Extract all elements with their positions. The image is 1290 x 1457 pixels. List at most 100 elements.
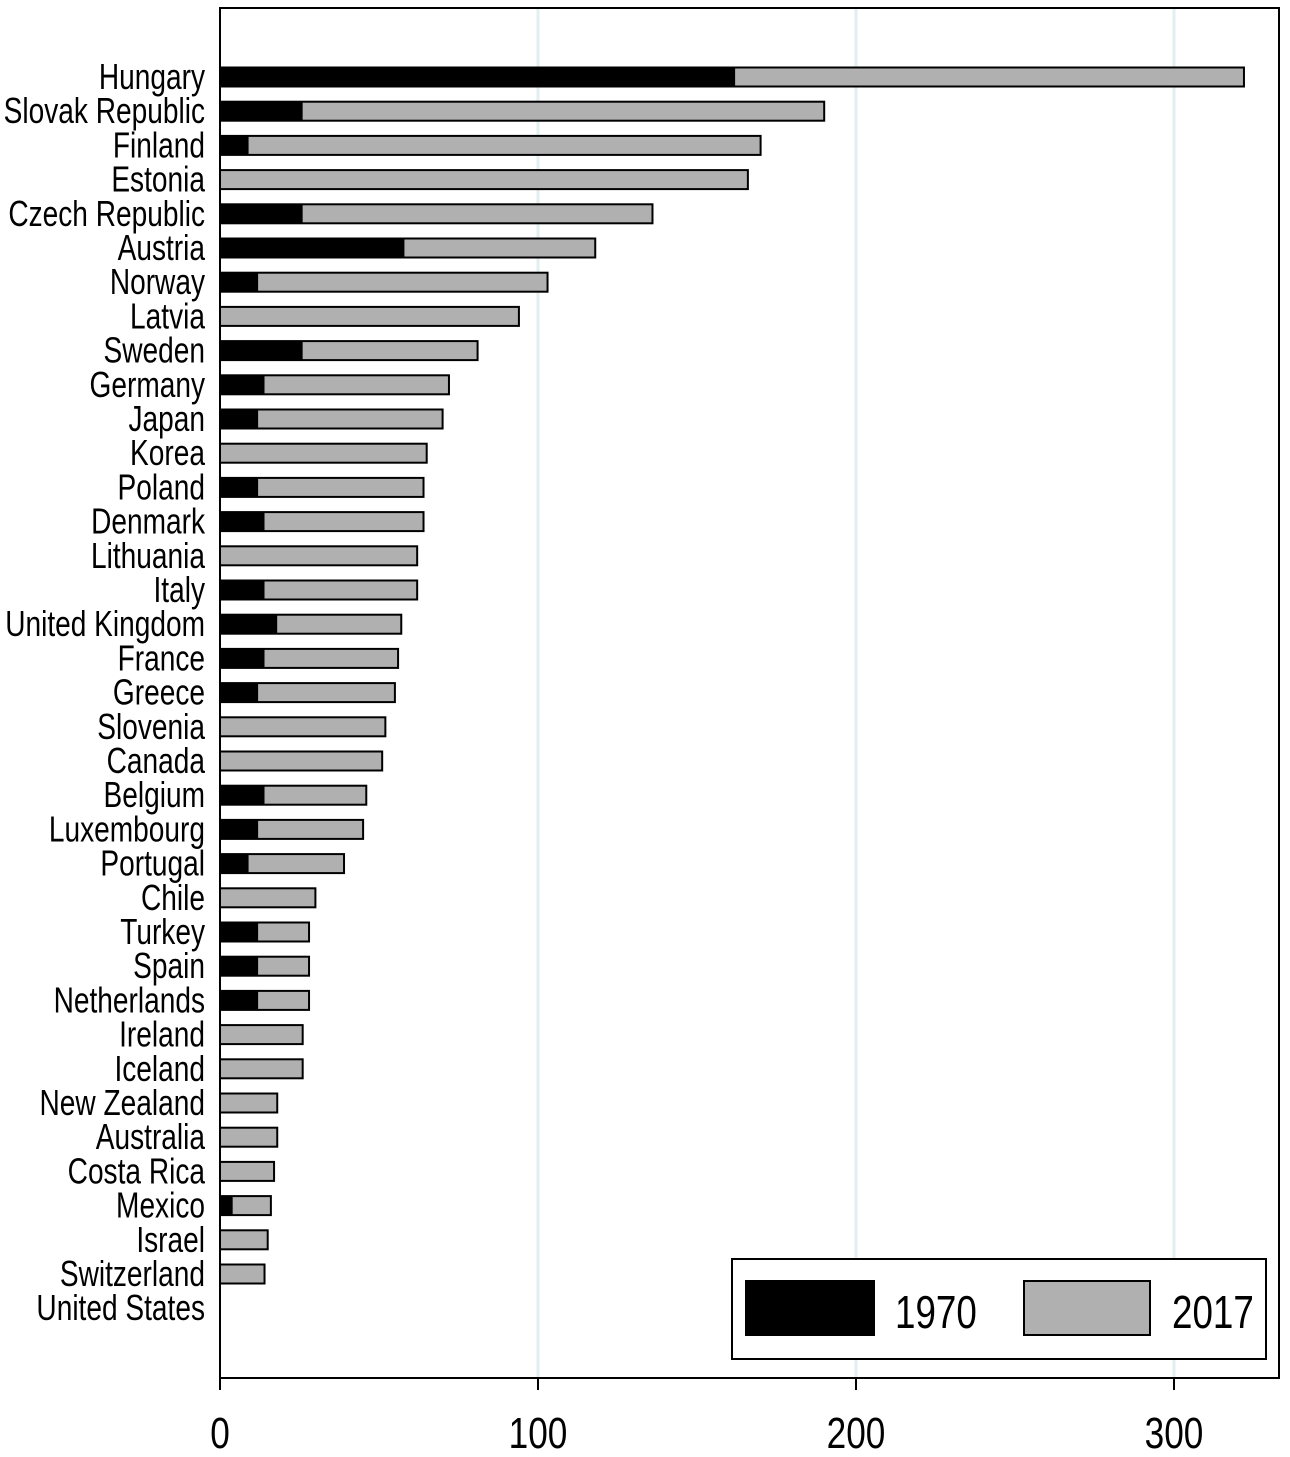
bar-2017-germany	[264, 375, 449, 395]
bar-outline-portugal	[219, 853, 346, 875]
category-label-belgium: Belgium	[104, 774, 205, 815]
bar-2017-iceland	[220, 1059, 303, 1079]
bar-outline-lithuania	[219, 545, 419, 567]
bar-outline-australia	[219, 1126, 279, 1148]
bar-2017-czech-republic	[302, 204, 653, 224]
bar-1970-italy	[220, 580, 265, 600]
bar-1970-austria	[220, 238, 405, 258]
bar-outline-united-kingdom	[219, 613, 403, 635]
bar-2017-sweden	[302, 341, 478, 361]
bar-outline-turkey	[219, 921, 311, 943]
category-label-israel: Israel	[136, 1219, 205, 1260]
bar-2017-chile	[220, 888, 316, 908]
category-label-slovenia: Slovenia	[97, 706, 205, 747]
bar-1970-finland	[220, 135, 249, 155]
category-label-switzerland: Switzerland	[60, 1253, 205, 1294]
bar-2017-united-kingdom	[277, 614, 402, 634]
bar-2017-spain	[258, 956, 310, 976]
bar-outline-slovak-republic	[219, 100, 826, 122]
bar-2017-canada	[220, 751, 383, 771]
bar-1970-portugal	[220, 854, 249, 874]
x-tick-label: 200	[827, 1409, 886, 1457]
category-label-denmark: Denmark	[91, 501, 206, 542]
bar-1970-united-kingdom	[220, 614, 278, 634]
x-tick-label: 100	[509, 1409, 568, 1457]
bar-2017-luxembourg	[258, 819, 364, 839]
bar-2017-france	[264, 648, 399, 668]
bar-outline-costa-rica	[219, 1160, 276, 1182]
category-label-finland: Finland	[113, 124, 205, 165]
bar-1970-belgium	[220, 785, 265, 805]
bar-outline-netherlands	[219, 989, 311, 1011]
bar-outline-greece	[219, 682, 396, 704]
category-label-spain: Spain	[133, 945, 205, 986]
category-label-ireland: Ireland	[119, 1014, 205, 1055]
bar-outline-norway	[219, 271, 549, 293]
category-label-korea: Korea	[130, 432, 206, 473]
bar-outline-mexico	[219, 1195, 272, 1217]
bar-1970-spain	[220, 956, 259, 976]
bar-2017-estonia	[220, 170, 748, 190]
category-label-greece: Greece	[113, 672, 205, 713]
legend-label-2017: 2017	[1172, 1286, 1254, 1338]
category-label-austria: Austria	[118, 227, 206, 268]
bar-outline-finland	[219, 134, 762, 156]
category-label-new-zealand: New Zealand	[40, 1082, 205, 1123]
bar-outline-slovenia	[219, 716, 387, 738]
bar-1970-norway	[220, 272, 259, 292]
bar-outline-canada	[219, 750, 384, 772]
legend-swatch-2017	[1023, 1280, 1151, 1336]
category-label-latvia: Latvia	[130, 295, 206, 336]
category-label-costa-rica: Costa Rica	[68, 1150, 206, 1191]
bar-2017-ireland	[220, 1025, 303, 1045]
bar-2017-slovak-republic	[302, 101, 825, 121]
bar-2017-lithuania	[220, 546, 418, 566]
bar-outline-poland	[219, 476, 425, 498]
bar-2017-poland	[258, 477, 424, 497]
bar-2017-hungary	[735, 67, 1244, 87]
category-label-japan: Japan	[128, 398, 205, 439]
bar-2017-new-zealand	[220, 1093, 278, 1113]
category-label-iceland: Iceland	[114, 1048, 205, 1089]
bar-2017-korea	[220, 443, 427, 463]
x-tick-label: 0	[210, 1409, 230, 1457]
category-label-norway: Norway	[110, 261, 205, 302]
bar-2017-italy	[264, 580, 418, 600]
bar-1970-mexico	[220, 1196, 233, 1216]
bar-outline-france	[219, 647, 400, 669]
bar-outline-germany	[219, 374, 450, 396]
bar-2017-mexico	[232, 1196, 271, 1216]
bar-outline-estonia	[219, 169, 749, 191]
category-label-czech-republic: Czech Republic	[8, 193, 205, 234]
x-axis: 0 100 200 300	[210, 1377, 1279, 1457]
category-label-netherlands: Netherlands	[54, 979, 205, 1020]
category-label-united-kingdom: United Kingdom	[5, 603, 205, 644]
bar-2017-japan	[258, 409, 443, 429]
category-label-united-states: United States	[36, 1287, 205, 1328]
bar-outline-luxembourg	[219, 818, 365, 840]
category-label-luxembourg: Luxembourg	[49, 808, 205, 849]
bar-2017-slovenia	[220, 717, 386, 737]
category-label-slovak-republic: Slovak Republic	[4, 90, 205, 131]
bar-2017-portugal	[248, 854, 345, 874]
bar-outline-hungary	[219, 66, 1245, 88]
bar-1970-germany	[220, 375, 265, 395]
category-label-estonia: Estonia	[111, 159, 205, 200]
bar-1970-czech-republic	[220, 204, 303, 224]
bar-1970-denmark	[220, 512, 265, 532]
category-label-italy: Italy	[153, 569, 205, 610]
bar-outline-ireland	[219, 1024, 304, 1046]
bar-2017-belgium	[264, 785, 367, 805]
bar-outline-spain	[219, 955, 311, 977]
bar-1970-luxembourg	[220, 819, 259, 839]
category-label-portugal: Portugal	[100, 843, 205, 884]
legend-label-1970: 1970	[895, 1286, 977, 1338]
bar-2017-costa-rica	[220, 1161, 275, 1181]
bar-2017-greece	[258, 683, 395, 703]
bar-1970-netherlands	[220, 990, 259, 1010]
legend-swatch-1970	[745, 1280, 875, 1336]
bar-outline-iceland	[219, 1058, 304, 1080]
legend: 1970 2017	[731, 1258, 1267, 1360]
